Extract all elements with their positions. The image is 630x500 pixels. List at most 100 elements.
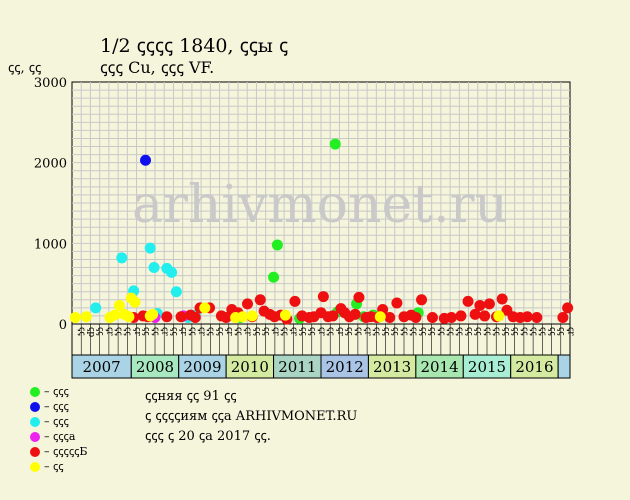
data-point-yellow xyxy=(109,309,121,321)
legend-label: – ꞔꞔꞔ xyxy=(44,400,69,413)
legend-marker xyxy=(30,462,40,472)
data-point-yellow xyxy=(199,302,211,314)
month-tick-label: ꞔꞔ xyxy=(114,327,124,336)
data-point-red xyxy=(220,312,232,324)
month-tick-label: ꞔꞔ xyxy=(95,327,105,336)
data-point-red xyxy=(479,310,491,322)
data-point-red xyxy=(317,291,329,303)
month-tick-label: ꞔꞔ xyxy=(547,327,557,336)
data-point-red xyxy=(349,308,361,320)
month-tick-label: ꞔꞔ xyxy=(501,327,511,336)
legend-marker xyxy=(30,432,40,442)
data-point-cyan xyxy=(90,302,102,314)
month-tick-label: ꞔꞔ xyxy=(123,327,133,336)
data-point-red xyxy=(353,291,365,303)
info-line-1: ꞔꞔняя ꞔꞔ 91 ꞔꞔ xyxy=(145,389,237,404)
data-point-green xyxy=(271,239,283,251)
data-point-red xyxy=(469,308,481,320)
data-point-cyan xyxy=(148,262,160,274)
data-point-cyan xyxy=(166,266,178,278)
data-point-red xyxy=(426,312,438,324)
month-tick-label: ꞔr xyxy=(316,327,326,336)
data-point-yellow xyxy=(129,296,141,308)
month-tick-label: ꞔꞔ xyxy=(418,327,428,336)
month-tick-label: ꞔꞔ xyxy=(187,327,197,336)
month-tick-label: ꞔꞔ xyxy=(252,327,262,336)
month-tick-label: ꞔr xyxy=(363,327,373,336)
data-point-red xyxy=(445,312,457,324)
data-point-red xyxy=(327,310,339,322)
month-tick-label: ꞔꞔ xyxy=(492,327,502,336)
month-tick-label: ꞔꞔ xyxy=(473,327,483,336)
month-tick-label: ꞔꞔ xyxy=(519,327,529,336)
month-tick-label: ꞔꞔ xyxy=(307,327,317,336)
month-tick-label: ꞔr xyxy=(178,327,188,336)
month-tick-label: ꞔꞔ xyxy=(77,327,87,336)
year-label: 2016 xyxy=(515,358,553,376)
data-point-red xyxy=(384,312,396,324)
y-tick-label: 0 xyxy=(59,318,67,333)
legend-marker xyxy=(30,402,40,412)
month-tick-label: ꞔꞔ xyxy=(556,327,566,336)
month-tick-label: ꞔr xyxy=(565,327,575,336)
year-label: 2015 xyxy=(468,358,506,376)
watermark: arhivmonet.ru xyxy=(132,175,508,235)
month-tick-label: ꞔꞔ xyxy=(399,327,409,336)
data-point-blue xyxy=(140,154,152,166)
month-tick-label: ꞔр xyxy=(86,327,96,337)
data-point-yellow xyxy=(123,311,135,323)
month-tick-label: ꞔr xyxy=(289,327,299,336)
data-point-red xyxy=(161,311,173,323)
month-tick-label: ꞔꞔ xyxy=(298,327,308,336)
data-point-red xyxy=(416,294,428,306)
month-tick-label: ꞔr xyxy=(132,327,142,336)
data-point-red xyxy=(483,298,495,310)
legend-item: – ꞔꞔꞔ xyxy=(30,415,69,429)
data-point-red xyxy=(474,299,486,311)
month-tick-label: ꞔꞔ xyxy=(390,327,400,336)
data-point-red xyxy=(241,298,253,310)
legend-marker xyxy=(30,387,40,397)
month-tick-label: ꞔr xyxy=(270,327,280,336)
month-tick-label: ꞔꞔ xyxy=(326,327,336,336)
legend-label: – ꞔꞔꞔ xyxy=(44,415,69,428)
month-tick-label: ꞔꞔ xyxy=(436,327,446,336)
data-point-red xyxy=(462,295,474,307)
data-point-yellow xyxy=(246,310,258,322)
month-tick-label: ꞔꞔ xyxy=(344,327,354,336)
data-point-cyan xyxy=(144,242,156,254)
legend-label: – ꞔꞔꞔꞔꞔБ xyxy=(44,445,88,458)
legend-label: – ꞔꞔꞔ xyxy=(44,385,69,398)
data-point-yellow xyxy=(493,310,505,322)
month-tick-label: ꞔꞔ xyxy=(169,327,179,336)
month-tick-label: ꞔr xyxy=(224,327,234,336)
data-point-yellow xyxy=(237,311,249,323)
legend-item: – ꞔꞔꞔ xyxy=(30,400,69,414)
data-point-green xyxy=(268,271,280,283)
data-point-red xyxy=(391,297,403,309)
legend-item: – ꞔꞔꞔ xyxy=(30,385,69,399)
year-label: 2009 xyxy=(183,358,221,376)
data-point-yellow xyxy=(374,311,386,323)
data-point-yellow xyxy=(147,308,159,320)
month-tick-label: ꞔꞔ xyxy=(381,327,391,336)
data-point-yellow xyxy=(113,299,125,311)
chart-title: 1/2 ꞔꞔꞔꞔ 1840, ꞔꞔы ꞔ xyxy=(100,35,289,57)
data-point-yellow xyxy=(279,309,291,321)
month-tick-label: ꞔꞔ xyxy=(409,327,419,336)
month-tick-label: ꞔꞔ xyxy=(233,327,243,336)
month-tick-label: ꞔr xyxy=(104,327,114,336)
legend-item: – ꞔꞔꞔꞔꞔБ xyxy=(30,445,87,459)
month-tick-label: ꞔꞔ xyxy=(482,327,492,336)
month-tick-label: ꞔꞔ xyxy=(446,327,456,336)
data-point-red xyxy=(531,312,543,324)
info-line-3: ꞔꞔꞔ ꞔ 20 ꞔa 2017 ꞔꞔ. xyxy=(145,429,271,444)
data-point-red xyxy=(521,311,533,323)
year-label: 2010 xyxy=(231,358,269,376)
year-label: 2013 xyxy=(373,358,411,376)
month-tick-label: ꞔꞔ xyxy=(261,327,271,336)
year-label: 2014 xyxy=(420,358,458,376)
data-point-yellow xyxy=(69,312,81,324)
y-tick-label: 1000 xyxy=(34,237,67,252)
